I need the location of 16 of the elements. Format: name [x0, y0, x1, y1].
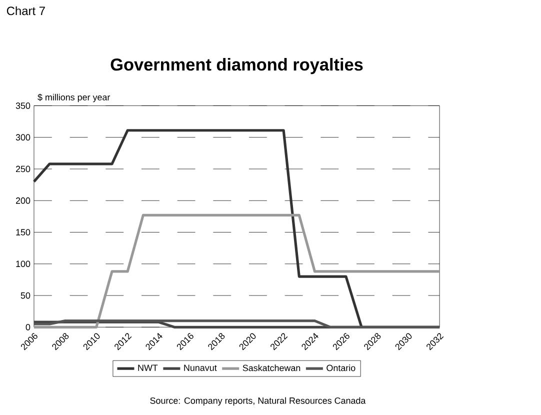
y-tick-label: 0 [26, 324, 30, 330]
y-axis-title: $ millions per year [38, 94, 110, 102]
y-tick-label: 250 [16, 166, 30, 172]
y-tick-label: 300 [16, 134, 30, 141]
legend-label: Saskatchewan [242, 364, 300, 372]
legend-label: Nunavut [184, 364, 217, 371]
chart-title: Government diamond royalties [110, 58, 363, 74]
y-tick-label: 150 [16, 229, 30, 236]
caption: Chart 7 [6, 6, 45, 16]
legend-label: Ontario [326, 364, 356, 372]
legend-label: NWT [138, 364, 158, 371]
y-tick-label: 200 [16, 197, 30, 204]
y-tick-label: 100 [16, 260, 30, 268]
y-tick-label: 350 [16, 102, 30, 109]
source-note: Source: Company reports, Natural Resources Canada [150, 397, 366, 406]
y-tick-label: 50 [20, 292, 30, 299]
